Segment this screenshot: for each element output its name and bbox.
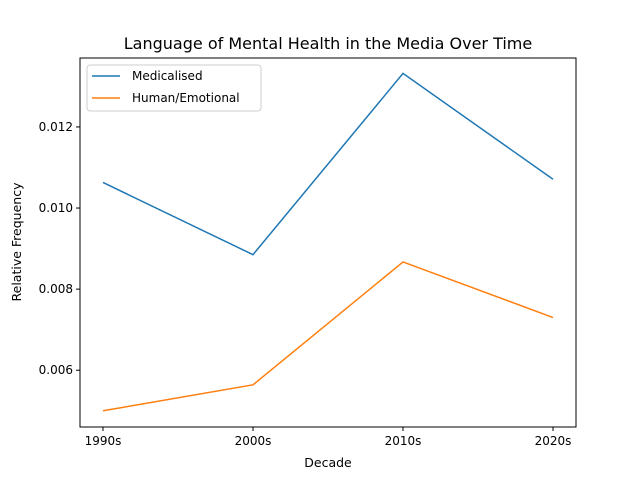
x-tick-label: 2020s	[535, 434, 572, 448]
plot-area	[80, 58, 576, 427]
y-axis-ticks: 0.006 0.008 0.010 0.012	[39, 120, 80, 377]
x-axis-label: Decade	[304, 455, 352, 470]
chart-title: Language of Mental Health in the Media O…	[124, 34, 532, 53]
y-tick-label: 0.008	[39, 282, 73, 296]
y-tick-label: 0.006	[39, 363, 73, 377]
x-tick-label: 1990s	[85, 434, 122, 448]
x-tick-label: 2010s	[385, 434, 422, 448]
series-line-medicalised	[102, 72, 554, 256]
plot-frame	[79, 57, 577, 428]
legend-label-human-emotional: Human/Emotional	[132, 91, 240, 105]
series-layer	[102, 72, 554, 412]
legend-label-medicalised: Medicalised	[132, 69, 203, 83]
legend-frame	[86, 64, 262, 112]
series-line-human-emotional	[102, 261, 554, 412]
x-tick-label: 2000s	[235, 434, 272, 448]
x-axis-ticks: 1990s 2000s 2010s 2020s	[85, 427, 572, 448]
y-tick-label: 0.012	[39, 120, 73, 134]
legend: Medicalised Human/Emotional	[86, 64, 262, 112]
y-tick-label: 0.010	[39, 201, 73, 215]
axis-layer: 1990s 2000s 2010s 2020s 0.006 0.008 0.010 0.01…	[39, 120, 572, 448]
y-axis-label: Relative Frequency	[9, 182, 24, 302]
